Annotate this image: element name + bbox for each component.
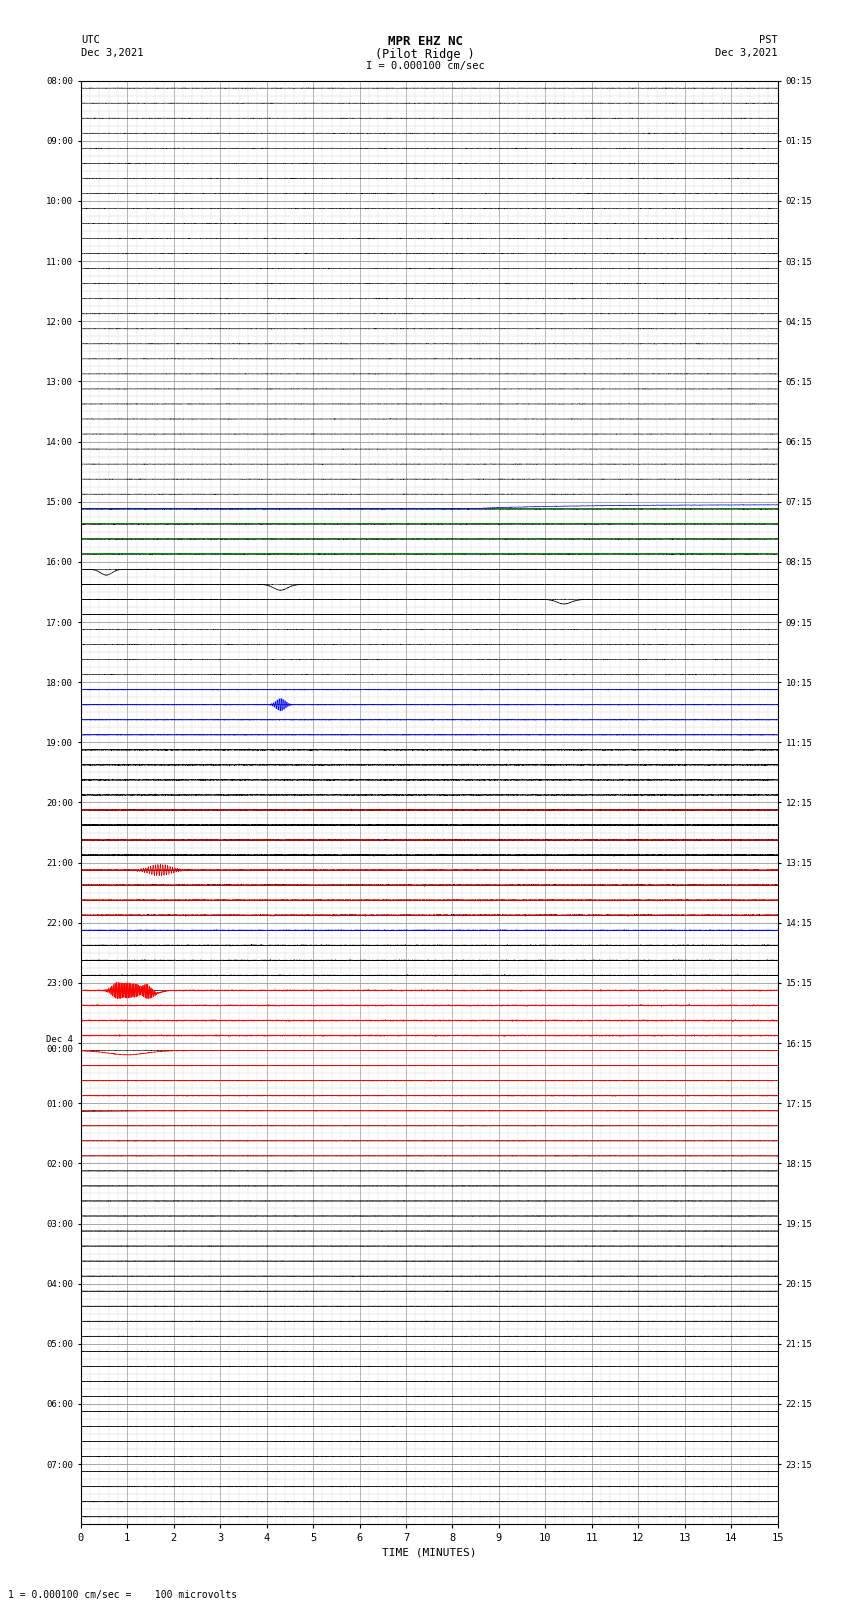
Text: Dec 3,2021: Dec 3,2021 (81, 48, 144, 58)
Text: Dec 3,2021: Dec 3,2021 (715, 48, 778, 58)
Text: MPR EHZ NC: MPR EHZ NC (388, 35, 462, 48)
X-axis label: TIME (MINUTES): TIME (MINUTES) (382, 1547, 477, 1558)
Text: UTC: UTC (81, 35, 99, 45)
Text: PST: PST (759, 35, 778, 45)
Text: 1 = 0.000100 cm/sec =    100 microvolts: 1 = 0.000100 cm/sec = 100 microvolts (8, 1590, 238, 1600)
Text: (Pilot Ridge ): (Pilot Ridge ) (375, 48, 475, 61)
Text: I = 0.000100 cm/sec: I = 0.000100 cm/sec (366, 61, 484, 71)
